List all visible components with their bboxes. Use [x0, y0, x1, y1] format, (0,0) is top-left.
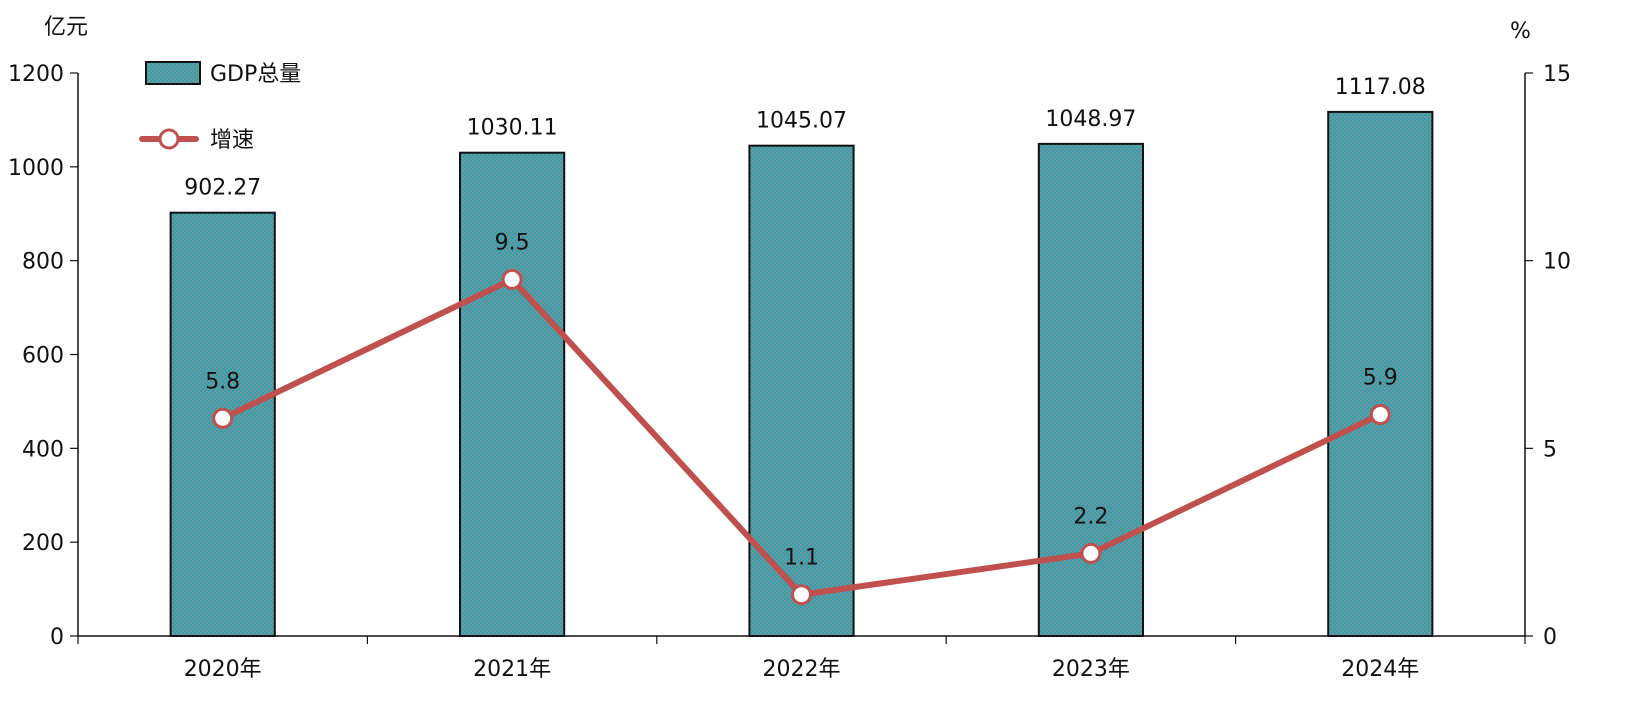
bar-data-label: 1048.97 [1045, 107, 1136, 132]
x-axis-tick-label: 2022年 [763, 657, 841, 682]
bar-data-label: 1117.08 [1335, 75, 1426, 100]
bar-gdp [1327, 110, 1434, 637]
bar-data-label: 1045.07 [756, 109, 847, 134]
x-axis-tick-label: 2021年 [473, 657, 551, 682]
left-axis-tick-label: 1000 [8, 156, 64, 181]
legend-line-label: 增速 [210, 128, 254, 153]
labels-layer: 902.27 1030.11 1045.07 1048.97 1117.08 5.8 9.5… [184, 75, 1426, 571]
growth-point [501, 268, 523, 290]
right-axis-unit: % [1510, 19, 1531, 44]
left-axis-tick-label: 0 [50, 625, 64, 650]
line-data-label: 9.5 [495, 230, 530, 255]
axes-layer: 0 200 400 600 800 1000 1200 0 5 10 15 2020年 2021年 202… [8, 62, 1571, 682]
growth-point [1369, 404, 1391, 426]
line-layer [212, 268, 1391, 606]
legend-bar-swatch [145, 61, 201, 85]
line-data-label: 5.8 [205, 369, 240, 394]
right-axis-tick-label: 5 [1543, 437, 1557, 462]
left-axis-tick-label: 800 [22, 250, 64, 275]
left-axis-tick-label: 200 [22, 531, 64, 556]
line-data-label: 2.2 [1073, 504, 1108, 529]
legend-line-marker [158, 128, 180, 150]
right-axis-tick-label: 0 [1543, 625, 1557, 650]
growth-point [791, 584, 812, 606]
growth-point [1080, 542, 1102, 564]
bar-data-label: 1030.11 [467, 116, 558, 141]
x-axis-tick-label: 2024年 [1341, 657, 1419, 682]
right-axis-tick-label: 10 [1543, 250, 1571, 275]
left-axis-tick-label: 600 [22, 344, 64, 369]
line-data-label: 1.1 [784, 546, 819, 571]
left-axis-unit: 亿元 [44, 15, 88, 40]
growth-point [212, 407, 234, 429]
right-axis-tick-label: 15 [1543, 62, 1571, 87]
legend-bar-label: GDP总量 [210, 62, 301, 87]
bars-layer [169, 110, 1434, 637]
bar-data-label: 902.27 [184, 176, 261, 201]
x-axis-tick-label: 2020年 [184, 657, 262, 682]
left-axis-tick-label: 400 [22, 437, 64, 462]
line-data-label: 5.9 [1363, 366, 1398, 391]
left-axis-tick-label: 1200 [8, 62, 64, 87]
bar-gdp [459, 151, 566, 637]
x-axis-tick-label: 2023年 [1052, 657, 1130, 682]
